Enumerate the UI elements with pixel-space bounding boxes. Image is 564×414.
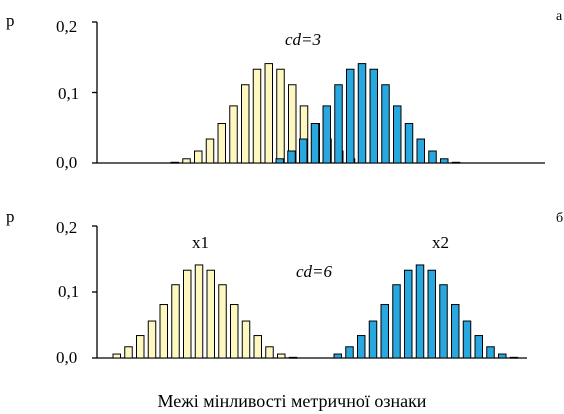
panel1-series2-bar-7: [357, 63, 367, 164]
panel1-series2-bar-5: [334, 84, 343, 164]
panel2-series-label-x2: x2: [432, 233, 449, 252]
panel1-series2-bar-3: [310, 123, 320, 164]
panel1-series2-bar-1: [287, 150, 296, 164]
panel1-series2-bar-12: [416, 138, 425, 164]
panel2-series2-bar-12: [474, 335, 483, 359]
panel2-series2-bar-11: [462, 320, 472, 359]
panel2-series1-bar-1: [124, 346, 133, 359]
panel1-series2-bar-8: [369, 68, 378, 164]
panel1-series2-bar-11: [404, 123, 414, 164]
panel1-series2-bar-14: [440, 158, 449, 164]
panel2-series2-bar-13: [486, 346, 495, 359]
panel1-annotation: cd=3: [285, 30, 321, 49]
panel2-corner-mark: б: [556, 211, 563, 226]
panel1-ytick-bottom: 0,0: [56, 153, 77, 172]
panel2-series1-bar-14: [277, 353, 286, 359]
panel2-series1-bar-2: [136, 335, 145, 359]
panel2-series2-bar-1: [345, 346, 354, 359]
panel2-ylabel: p: [6, 207, 15, 226]
panel2-series1-bar-15: [288, 356, 298, 359]
panel2-ytick-bottom: 0,0: [56, 348, 77, 367]
panel2-series2-bar-14: [498, 353, 507, 359]
panel2-series1-bar-8: [206, 269, 215, 359]
panel2-series1-bar-6: [183, 269, 192, 359]
panel2-series2-bar-0: [333, 353, 342, 359]
panel2-series2-bar-6: [404, 269, 413, 359]
panel2-series2-bar-3: [368, 320, 378, 359]
panel2-series2-bar-10: [451, 304, 460, 359]
panel1-ytick-mid: 0,1: [58, 84, 79, 103]
panel1-series1-bar-7: [252, 68, 262, 164]
panel2-series1-bar-0: [112, 353, 121, 359]
panel1-series1-bar-0: [170, 161, 179, 164]
panel2-series1-bar-13: [265, 346, 274, 359]
panel1-series2-bar-15: [451, 161, 461, 164]
panel1-series1-bar-9: [276, 68, 285, 164]
panel2-series1-bar-7: [194, 264, 204, 359]
panel2-series2-bar-15: [509, 356, 519, 359]
panel1-series2-bar-0: [275, 158, 284, 164]
panel1-series1-bar-5: [229, 105, 238, 164]
panel2-series2-bar-2: [357, 335, 366, 359]
panel2-annotation: cd=6: [296, 262, 333, 281]
panel2-series1-bar-11: [241, 320, 251, 359]
panel2-series1-bar-9: [218, 284, 227, 359]
panel2-series2-bar-5: [392, 284, 401, 359]
panel2-ytick-top: 0,2: [56, 218, 77, 237]
panel1-series1-bar-8: [264, 63, 273, 164]
panel1-corner-mark: а: [556, 9, 563, 24]
panel2-ytick-mid: 0,1: [58, 282, 79, 301]
panel2-series1-bar-12: [253, 335, 262, 359]
panel1-series1-bar-3: [205, 138, 215, 164]
panel1-series2-bar-13: [428, 150, 437, 164]
panel2-series2-bar-7: [415, 264, 425, 359]
panel2-series1-bar-5: [171, 284, 180, 359]
panel1-series2-bar-10: [393, 105, 402, 164]
panel2-series1-bar-10: [230, 304, 239, 359]
panel1-series1-bar-1: [182, 158, 191, 164]
panel2-series1-bar-4: [159, 304, 168, 359]
x-axis-label: Межі мінливості метричної ознаки: [158, 391, 427, 411]
panel1-series2-bar-9: [381, 84, 390, 164]
panel1-series2-bar-6: [346, 68, 355, 164]
panel1-series1-bar-6: [241, 84, 250, 164]
panel2-series1-bar-3: [147, 320, 157, 359]
panel2-series-label-x1: x1: [192, 233, 209, 252]
panel1-series1-bar-4: [217, 123, 226, 164]
panel1-ytick-top: 0,2: [56, 17, 77, 36]
panel2-series2-bar-9: [439, 284, 448, 359]
panel2-series2-bar-4: [380, 304, 389, 359]
panel1-series2-bar-2: [299, 138, 308, 164]
panel2-series2-bar-8: [427, 269, 436, 359]
panel1-series1-bar-2: [194, 150, 203, 164]
panel1-ylabel: p: [6, 11, 15, 30]
panel1-series2-bar-4: [322, 105, 331, 164]
